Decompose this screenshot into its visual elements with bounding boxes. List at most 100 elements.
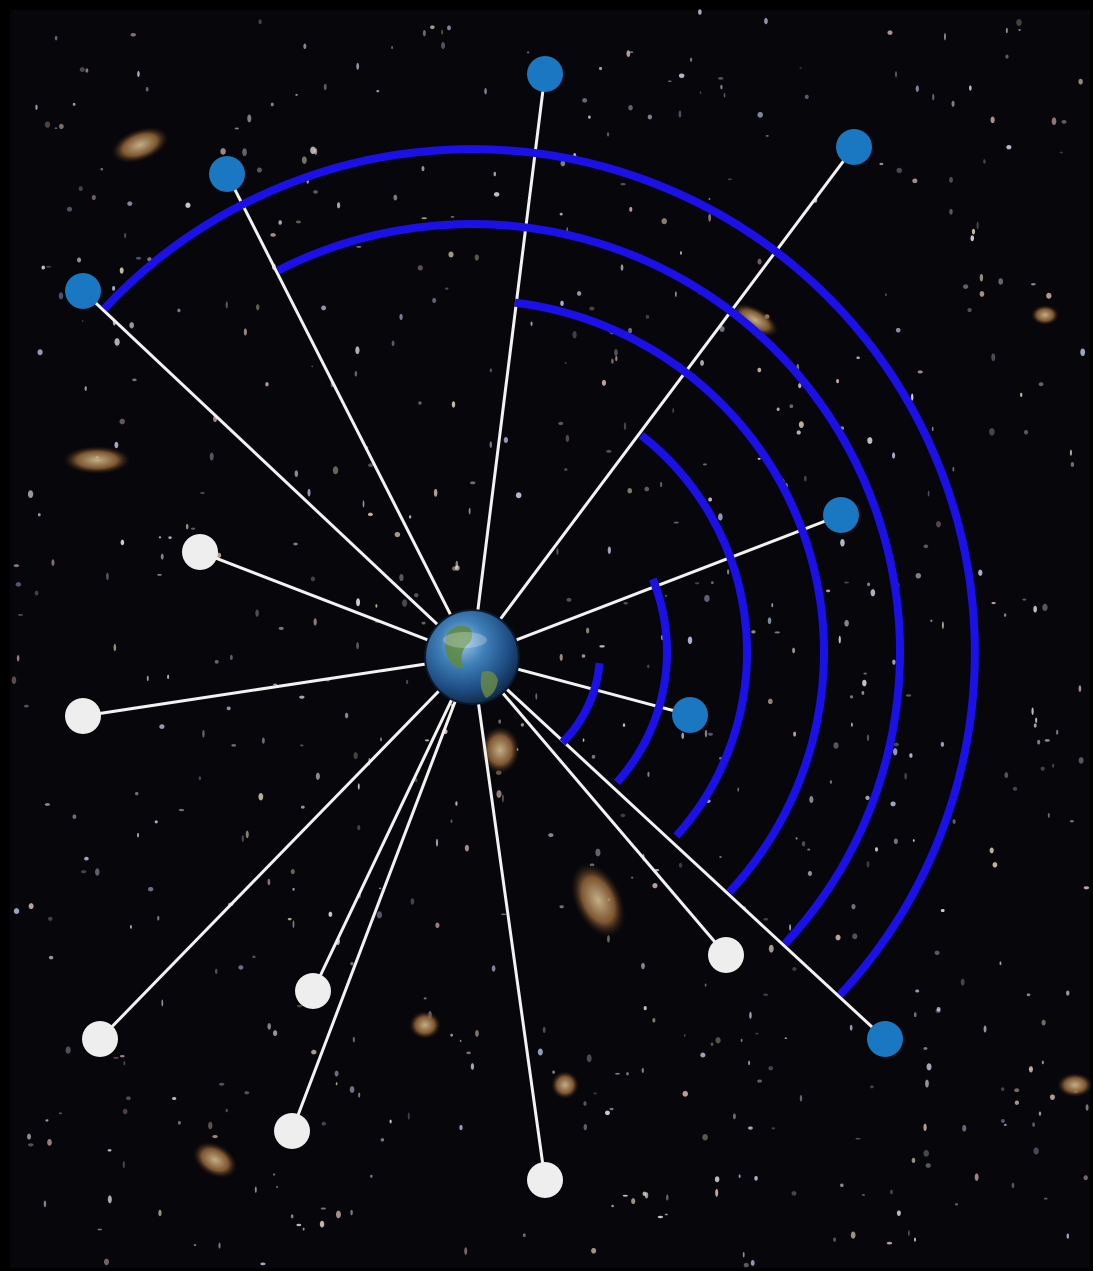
star [432,297,437,304]
star [299,695,305,699]
star [300,805,305,809]
star [999,961,1002,966]
star [645,314,650,319]
star [630,876,634,879]
star [606,449,612,453]
star [254,1186,257,1193]
star [154,820,158,824]
star [962,1124,967,1132]
link [98,655,474,1041]
star [855,1137,861,1140]
star [559,905,564,909]
inactive-node[interactable] [527,1162,563,1198]
star [836,378,839,384]
star [923,1047,928,1050]
star [332,466,339,475]
star [1005,27,1008,34]
star [258,19,262,25]
star [459,1039,462,1043]
star [694,582,700,585]
star [710,1042,714,1046]
star [687,636,693,645]
active-node[interactable] [209,156,245,192]
star [641,962,645,970]
star [158,536,162,539]
star [300,744,304,747]
star [231,744,237,747]
star [1022,598,1027,601]
link [82,655,473,718]
active-node[interactable] [527,56,563,92]
galaxy [192,1141,238,1179]
star [673,521,679,524]
active-node[interactable] [823,497,859,533]
star [464,1247,468,1255]
star [833,1237,837,1242]
star [1078,78,1083,85]
star [123,1061,126,1066]
inactive-node[interactable] [65,698,101,734]
star [566,597,572,602]
active-node[interactable] [867,1021,903,1057]
star [367,463,374,468]
star [290,1214,294,1219]
inactive-node[interactable] [182,534,218,570]
galaxy [111,126,169,164]
star [44,121,51,128]
star [829,780,833,784]
star [310,576,316,582]
inactive-node[interactable] [274,1113,310,1149]
star [58,1112,63,1115]
star [757,1079,762,1083]
star [583,1101,587,1106]
star [620,264,624,271]
active-node[interactable] [836,129,872,165]
star [147,887,154,892]
star [100,167,104,171]
star [1012,786,1018,791]
inactive-node[interactable] [295,973,331,1009]
star [84,856,89,861]
star [489,441,492,449]
star [310,146,316,155]
star [727,569,730,575]
star [737,787,740,792]
inactive-node[interactable] [708,937,744,973]
star [892,452,896,459]
star [258,793,264,801]
star [749,1011,752,1019]
active-node[interactable] [672,697,708,733]
earth-land [445,625,473,669]
star [503,437,509,444]
star [583,1123,588,1131]
star [559,212,563,216]
star [865,795,870,800]
star [526,51,530,54]
star [391,45,394,50]
star [678,110,682,118]
star [355,346,360,355]
star [1042,603,1048,611]
star [391,340,395,347]
star [743,1262,749,1268]
star [106,572,109,581]
star [763,993,768,996]
star [697,9,702,15]
star [714,1176,720,1183]
star [889,1189,893,1195]
star [350,962,354,966]
star [445,287,449,290]
active-node[interactable] [65,273,101,309]
star [469,481,476,485]
star [37,349,43,356]
inactive-node[interactable] [82,1021,118,1057]
star [120,539,125,546]
star [629,51,634,54]
star [886,1241,893,1245]
star [16,654,20,662]
star [792,967,797,971]
star [489,368,493,373]
star [925,1079,929,1088]
star [122,1161,125,1169]
star [595,848,601,857]
